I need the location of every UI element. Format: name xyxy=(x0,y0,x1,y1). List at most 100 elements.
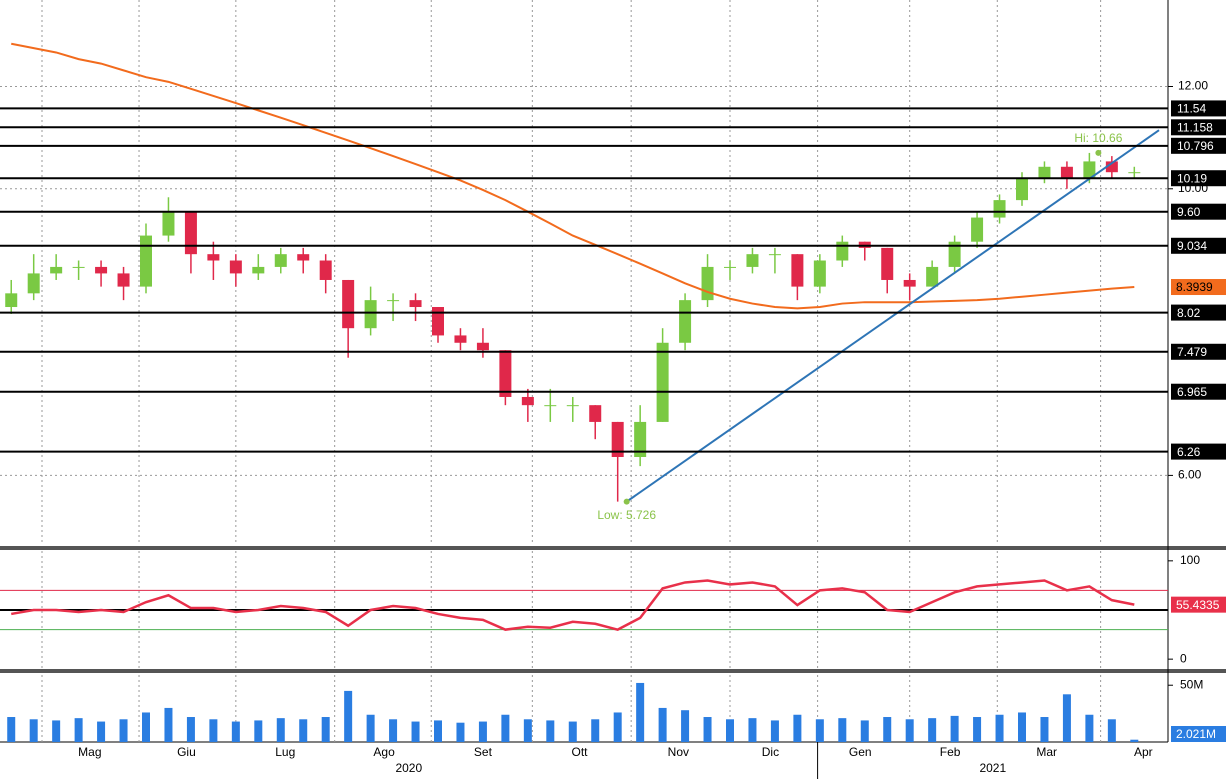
volume-bar xyxy=(591,719,600,742)
level-label: 10.796 xyxy=(1177,139,1214,153)
year-label: 2020 xyxy=(395,761,422,775)
annotation-dot xyxy=(623,498,630,505)
y-tick-label: 0 xyxy=(1180,651,1187,665)
candle-body xyxy=(297,254,310,261)
volume-bar xyxy=(748,718,757,742)
candle-body xyxy=(5,293,18,308)
volume-bar xyxy=(613,712,622,742)
annotation: Hi: 10.66 xyxy=(1074,131,1122,145)
candle-body xyxy=(1105,161,1118,173)
volume-bar xyxy=(276,718,285,742)
volume-bar xyxy=(815,719,824,742)
y-tick-label: 6.00 xyxy=(1178,468,1202,482)
volume-bar xyxy=(770,720,779,742)
volume-bar xyxy=(434,720,442,742)
ma-box xyxy=(1171,279,1226,296)
volume-bar xyxy=(186,717,195,742)
volume-bar xyxy=(1107,719,1116,742)
y-tick-label: 12.00 xyxy=(1178,79,1208,93)
candle-body xyxy=(252,266,265,274)
volume-bar xyxy=(703,717,712,742)
x-tick-label: Dic xyxy=(762,745,779,759)
candle-body xyxy=(948,241,961,267)
level-label: 6.965 xyxy=(1177,385,1207,399)
volume-bar xyxy=(1130,739,1139,742)
candle-body xyxy=(162,211,175,236)
level-label: 6.26 xyxy=(1177,445,1201,459)
volume-bar xyxy=(411,721,420,742)
volume-bar xyxy=(254,720,263,742)
level-box xyxy=(1171,304,1226,321)
rsi-value-label-box xyxy=(1171,596,1226,613)
volume-bar xyxy=(501,714,510,742)
level-box xyxy=(1171,343,1226,360)
volume-bar xyxy=(119,719,128,742)
candle-body xyxy=(229,260,242,274)
volume-bar xyxy=(231,721,240,742)
candle-body xyxy=(1060,166,1073,178)
level-label: 9.034 xyxy=(1177,239,1207,253)
volume-bar xyxy=(478,721,487,742)
rsi-value-label: 55.4335 xyxy=(1176,598,1220,612)
candle-body xyxy=(184,211,197,255)
candle-body xyxy=(724,266,736,268)
volume-bar xyxy=(29,719,38,742)
candle-body xyxy=(679,300,692,343)
volume-bar xyxy=(546,720,555,742)
volume-bar xyxy=(52,720,61,742)
volume-bar xyxy=(1040,717,1049,742)
volume-bar xyxy=(97,721,106,742)
volume-bar xyxy=(366,714,375,742)
x-tick-label: Apr xyxy=(1134,745,1153,759)
volume-bar xyxy=(299,719,308,742)
y-tick-label: 50M xyxy=(1180,677,1203,691)
volume-bar xyxy=(568,721,577,742)
volume-bar xyxy=(883,717,892,742)
candle-body xyxy=(50,266,63,274)
level-box xyxy=(1171,137,1226,154)
candle-body xyxy=(387,300,400,302)
volume-bar xyxy=(164,707,173,742)
trend-line xyxy=(626,129,1160,503)
rsi-line xyxy=(11,579,1135,631)
candle-body xyxy=(746,254,759,267)
volume-value-label-box xyxy=(1171,726,1226,742)
x-tick-label: Ott xyxy=(571,745,588,759)
level-box xyxy=(1171,383,1226,400)
ma-value-label: 8.3939 xyxy=(1176,280,1213,294)
volume-bar xyxy=(681,710,690,742)
candle-body xyxy=(342,279,355,329)
volume-bar xyxy=(658,707,667,742)
volume-bar xyxy=(950,715,959,742)
level-box xyxy=(1171,237,1226,254)
candle-body xyxy=(791,254,804,287)
x-tick-label: Lug xyxy=(275,745,295,759)
level-box xyxy=(1171,100,1226,117)
volume-bar xyxy=(1018,712,1026,742)
volume-bar xyxy=(1085,714,1094,742)
candle-body xyxy=(836,241,849,261)
y-tick-label: 100 xyxy=(1180,553,1200,567)
level-box xyxy=(1171,170,1226,187)
year-label: 2021 xyxy=(979,761,1006,775)
level-box xyxy=(1171,119,1226,136)
candle-body xyxy=(926,266,939,287)
volume-bar xyxy=(142,712,150,742)
volume-bar xyxy=(321,717,330,742)
candle-body xyxy=(207,254,220,261)
volume-bar xyxy=(995,714,1004,742)
moving-average xyxy=(11,42,1135,310)
candle-body xyxy=(476,342,489,351)
candle-body xyxy=(364,300,377,329)
x-tick-label: Feb xyxy=(940,745,961,759)
panel-divider xyxy=(0,669,1226,673)
volume-bar xyxy=(209,719,218,742)
candle-body xyxy=(432,307,444,336)
volume-bar xyxy=(928,718,937,742)
volume-bar xyxy=(7,717,16,742)
candle-body xyxy=(274,254,287,267)
volume-bar xyxy=(793,714,802,742)
candle-body xyxy=(656,342,669,422)
annotation: Low: 5.726 xyxy=(597,508,656,522)
x-tick-label: Mar xyxy=(1036,745,1057,759)
